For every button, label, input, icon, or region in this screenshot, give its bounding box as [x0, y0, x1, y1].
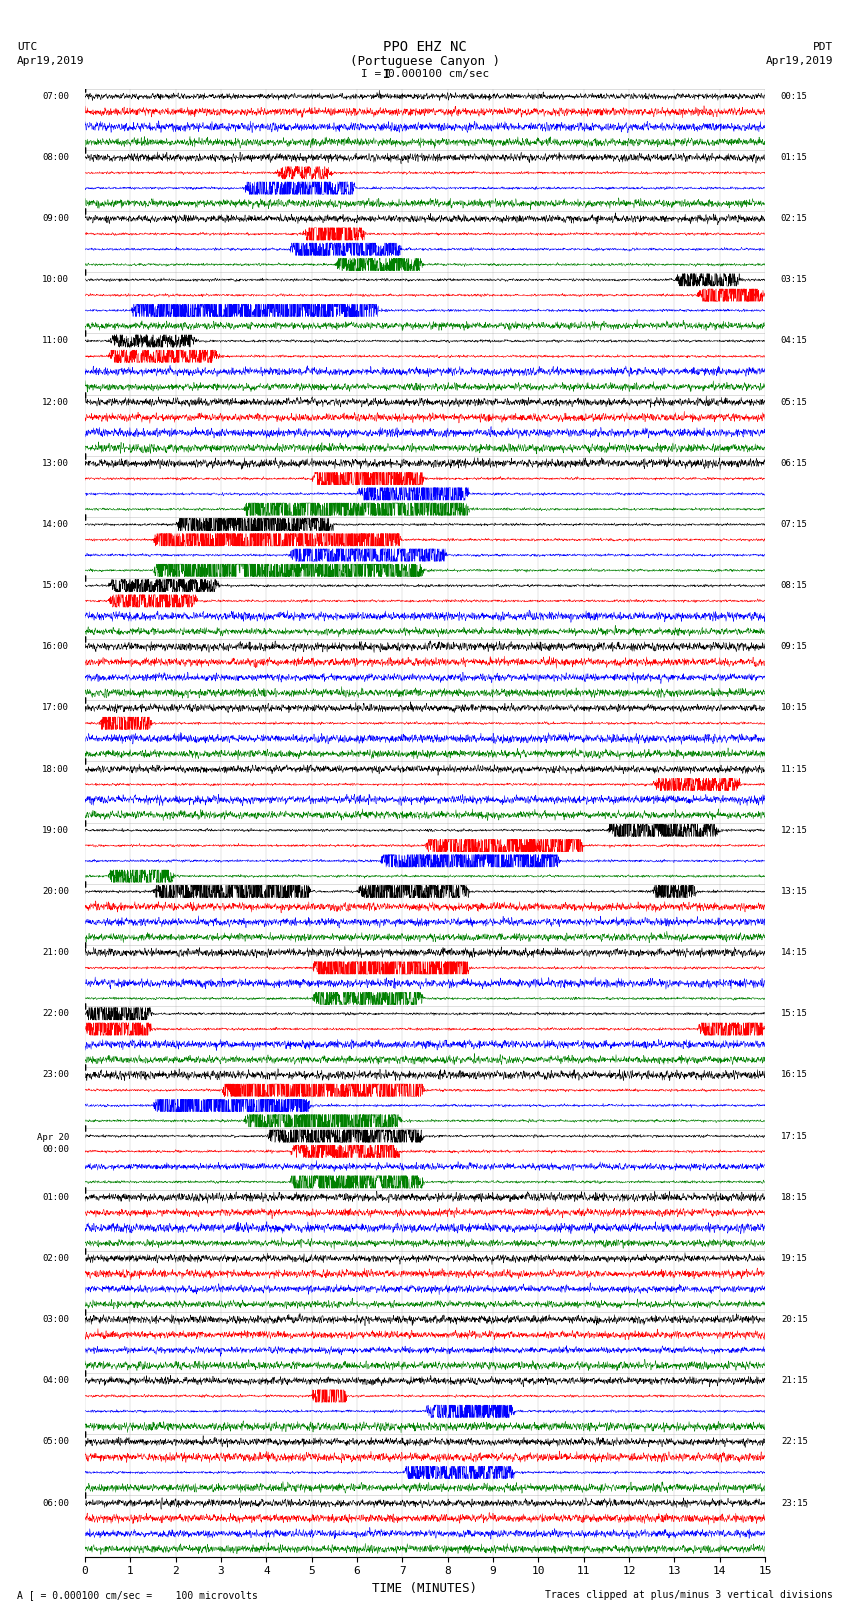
Text: Apr 20: Apr 20 — [37, 1132, 69, 1142]
Text: 09:15: 09:15 — [781, 642, 807, 652]
Text: 02:00: 02:00 — [42, 1253, 69, 1263]
Text: Apr19,2019: Apr19,2019 — [17, 56, 84, 66]
Text: 03:00: 03:00 — [42, 1315, 69, 1324]
Text: PDT: PDT — [813, 42, 833, 52]
Text: 19:00: 19:00 — [42, 826, 69, 836]
Text: I: I — [383, 68, 390, 81]
Text: 10:15: 10:15 — [781, 703, 807, 713]
Text: A [ = 0.000100 cm/sec =    100 microvolts: A [ = 0.000100 cm/sec = 100 microvolts — [17, 1590, 258, 1600]
Text: 12:00: 12:00 — [42, 398, 69, 406]
Text: UTC: UTC — [17, 42, 37, 52]
Text: 17:00: 17:00 — [42, 703, 69, 713]
Text: Traces clipped at plus/minus 3 vertical divisions: Traces clipped at plus/minus 3 vertical … — [545, 1590, 833, 1600]
Text: PPO EHZ NC: PPO EHZ NC — [383, 40, 467, 55]
Text: 07:00: 07:00 — [42, 92, 69, 102]
Text: 15:00: 15:00 — [42, 581, 69, 590]
Text: 11:00: 11:00 — [42, 337, 69, 345]
Text: 20:00: 20:00 — [42, 887, 69, 895]
Text: 06:15: 06:15 — [781, 458, 807, 468]
Text: 22:00: 22:00 — [42, 1010, 69, 1018]
Text: 14:15: 14:15 — [781, 948, 807, 957]
Text: 00:15: 00:15 — [781, 92, 807, 102]
Text: 03:15: 03:15 — [781, 276, 807, 284]
Text: 19:15: 19:15 — [781, 1253, 807, 1263]
Text: 04:00: 04:00 — [42, 1376, 69, 1386]
Text: 02:15: 02:15 — [781, 215, 807, 223]
Text: 23:15: 23:15 — [781, 1498, 807, 1508]
Text: 22:15: 22:15 — [781, 1437, 807, 1447]
Text: 08:00: 08:00 — [42, 153, 69, 161]
Text: 18:00: 18:00 — [42, 765, 69, 774]
Text: 13:15: 13:15 — [781, 887, 807, 895]
Text: 16:00: 16:00 — [42, 642, 69, 652]
Text: 00:00: 00:00 — [42, 1145, 69, 1155]
Text: 10:00: 10:00 — [42, 276, 69, 284]
X-axis label: TIME (MINUTES): TIME (MINUTES) — [372, 1582, 478, 1595]
Text: 08:15: 08:15 — [781, 581, 807, 590]
Text: 01:15: 01:15 — [781, 153, 807, 161]
Text: 12:15: 12:15 — [781, 826, 807, 836]
Text: 15:15: 15:15 — [781, 1010, 807, 1018]
Text: 23:00: 23:00 — [42, 1071, 69, 1079]
Text: 21:15: 21:15 — [781, 1376, 807, 1386]
Text: (Portuguese Canyon ): (Portuguese Canyon ) — [350, 55, 500, 68]
Text: 11:15: 11:15 — [781, 765, 807, 774]
Text: 05:00: 05:00 — [42, 1437, 69, 1447]
Text: 07:15: 07:15 — [781, 519, 807, 529]
Text: 05:15: 05:15 — [781, 398, 807, 406]
Text: 01:00: 01:00 — [42, 1192, 69, 1202]
Text: 21:00: 21:00 — [42, 948, 69, 957]
Text: 13:00: 13:00 — [42, 458, 69, 468]
Text: 18:15: 18:15 — [781, 1192, 807, 1202]
Text: 14:00: 14:00 — [42, 519, 69, 529]
Text: 06:00: 06:00 — [42, 1498, 69, 1508]
Text: 09:00: 09:00 — [42, 215, 69, 223]
Text: I = 0.000100 cm/sec: I = 0.000100 cm/sec — [361, 69, 489, 79]
Text: 16:15: 16:15 — [781, 1071, 807, 1079]
Text: 17:15: 17:15 — [781, 1132, 807, 1140]
Text: Apr19,2019: Apr19,2019 — [766, 56, 833, 66]
Text: 04:15: 04:15 — [781, 337, 807, 345]
Text: 20:15: 20:15 — [781, 1315, 807, 1324]
